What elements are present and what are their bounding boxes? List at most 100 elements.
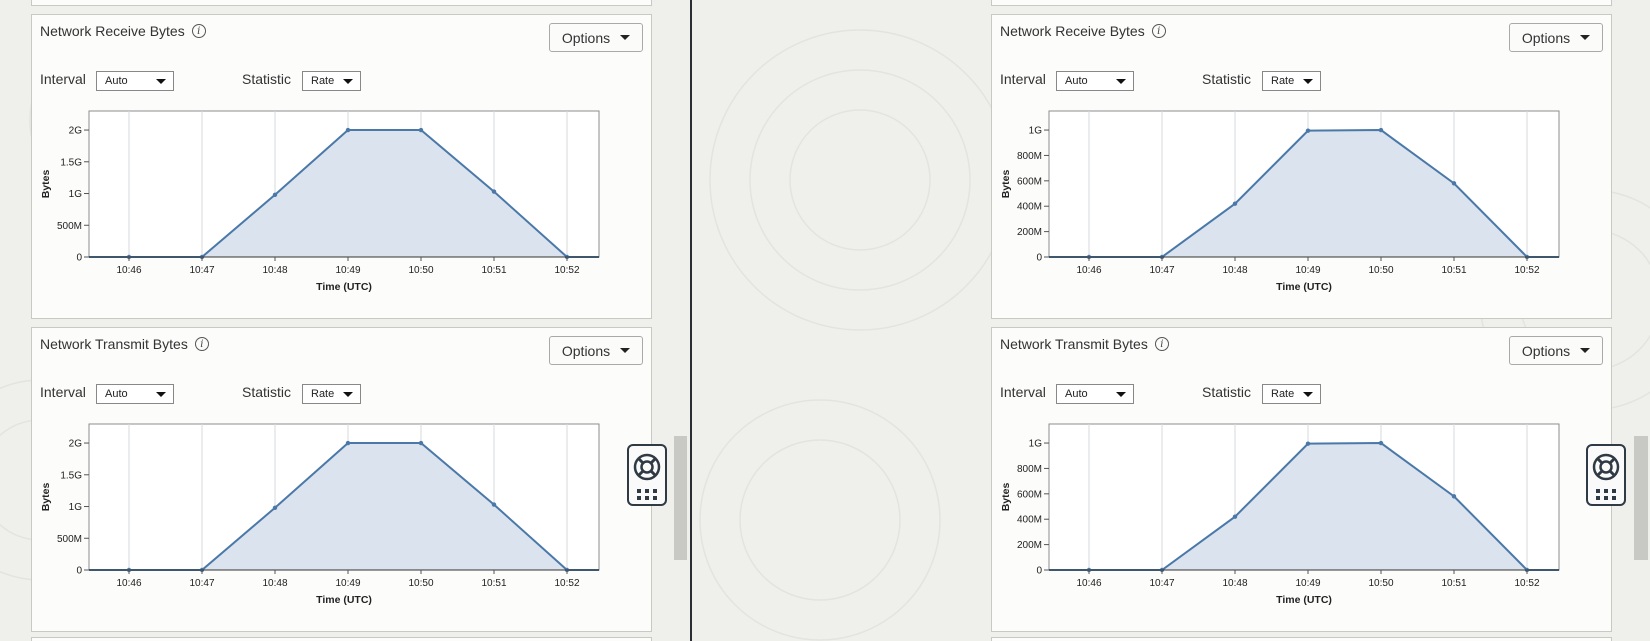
statistic-label: Statistic xyxy=(242,384,292,400)
panel-title-text: Network Receive Bytes xyxy=(1000,23,1145,39)
interval-select[interactable]: Auto xyxy=(1056,71,1134,91)
network-receive-bytes-chart: 0 200M 400M 600M 800M 1G 10:46 10:47 10:48 10:49 1… xyxy=(1000,110,1560,293)
statistic-select-value: Rate xyxy=(311,388,335,400)
x-axis-title: Time (UTC) xyxy=(316,281,372,293)
x-tick-label: 10:47 xyxy=(189,265,214,276)
y-tick-label: 200M xyxy=(1017,540,1042,551)
panel-network-transmit-bytes: Network Transmit Bytes i Options Interva… xyxy=(991,327,1612,632)
data-point xyxy=(1305,441,1311,446)
chevron-down-icon xyxy=(1303,79,1313,84)
data-point xyxy=(345,127,351,133)
info-icon[interactable]: i xyxy=(191,24,206,38)
chevron-down-icon xyxy=(1116,79,1126,84)
help-widget-icons xyxy=(633,453,661,500)
options-button[interactable]: Options xyxy=(1509,23,1603,52)
y-axis-title: Bytes xyxy=(1000,483,1012,512)
grid-dots-icon xyxy=(637,489,657,500)
data-point xyxy=(272,192,278,197)
x-tick-label: 10:47 xyxy=(189,578,214,589)
y-tick-label: 600M xyxy=(1017,176,1042,187)
next-panel-edge xyxy=(991,637,1612,641)
statistic-select[interactable]: Rate xyxy=(302,384,361,404)
panel-network-receive-bytes: Network Receive Bytes i Options Interval… xyxy=(31,14,652,319)
statistic-label: Statistic xyxy=(1202,384,1252,400)
x-tick-label: 10:49 xyxy=(1295,578,1320,589)
y-tick-label: 0 xyxy=(76,253,82,264)
options-button[interactable]: Options xyxy=(549,336,643,365)
chevron-down-icon xyxy=(1116,392,1126,397)
statistic-select[interactable]: Rate xyxy=(302,71,361,91)
panel-title-text: Network Transmit Bytes xyxy=(40,336,188,352)
interval-label: Interval xyxy=(1000,71,1046,87)
statistic-select[interactable]: Rate xyxy=(1262,71,1321,91)
options-button[interactable]: Options xyxy=(549,23,643,52)
panel-title: Network Receive Bytes i xyxy=(40,23,206,39)
x-axis-title: Time (UTC) xyxy=(1276,281,1332,293)
statistic-label: Statistic xyxy=(1202,71,1252,87)
data-point xyxy=(1378,127,1384,133)
data-point xyxy=(1451,181,1457,186)
right-pane: Network Receive Bytes i Options Interval… xyxy=(691,0,1650,641)
data-point xyxy=(1451,494,1457,499)
x-tick-label: 10:48 xyxy=(262,265,287,276)
x-tick-label: 10:47 xyxy=(1149,578,1174,589)
interval-select[interactable]: Auto xyxy=(1056,384,1134,404)
options-button-label: Options xyxy=(1521,29,1571,46)
y-tick-label: 500M xyxy=(57,221,82,232)
interval-select[interactable]: Auto xyxy=(96,384,174,404)
scrollbar-thumb[interactable] xyxy=(1634,436,1648,560)
panel-title-text: Network Transmit Bytes xyxy=(1000,336,1148,352)
x-axis-title: Time (UTC) xyxy=(316,594,372,606)
x-tick-label: 10:46 xyxy=(1076,578,1101,589)
interval-select-value: Auto xyxy=(1065,388,1088,400)
x-tick-label: 10:50 xyxy=(408,578,433,589)
y-tick-label: 200M xyxy=(1017,227,1042,238)
data-point xyxy=(491,189,497,194)
interval-label: Interval xyxy=(1000,384,1046,400)
y-tick-label: 0 xyxy=(1036,566,1042,577)
panel-title: Network Receive Bytes i xyxy=(1000,23,1166,39)
y-tick-label: 400M xyxy=(1017,202,1042,213)
panel-title: Network Transmit Bytes i xyxy=(40,336,209,352)
interval-select-value: Auto xyxy=(105,75,128,87)
scrollbar-thumb[interactable] xyxy=(674,436,687,560)
y-tick-label: 500M xyxy=(57,534,82,545)
y-tick-label: 800M xyxy=(1017,464,1042,475)
options-button-label: Options xyxy=(561,29,611,46)
x-tick-label: 10:49 xyxy=(1295,265,1320,276)
help-widget[interactable] xyxy=(1586,444,1626,506)
x-tick-label: 10:51 xyxy=(481,265,506,276)
data-point xyxy=(418,127,424,133)
data-point xyxy=(1232,514,1238,519)
info-icon[interactable]: i xyxy=(194,337,209,351)
statistic-select[interactable]: Rate xyxy=(1262,384,1321,404)
next-panel-edge xyxy=(31,637,652,641)
y-tick-label: 1G xyxy=(69,189,83,200)
chevron-down-icon xyxy=(156,79,166,84)
y-tick-label: 1G xyxy=(1029,126,1043,137)
x-tick-label: 10:50 xyxy=(1368,265,1393,276)
help-widget[interactable] xyxy=(627,444,667,506)
interval-select[interactable]: Auto xyxy=(96,71,174,91)
series-area xyxy=(1049,130,1559,257)
series-area xyxy=(89,443,599,570)
y-axis-title: Bytes xyxy=(1000,170,1012,199)
panel-title-text: Network Receive Bytes xyxy=(40,23,185,39)
info-icon[interactable]: i xyxy=(1151,24,1166,38)
x-tick-label: 10:52 xyxy=(554,578,579,589)
statistic-label: Statistic xyxy=(242,71,292,87)
pane-splitter[interactable] xyxy=(690,0,692,641)
x-tick-label: 10:49 xyxy=(335,578,360,589)
x-tick-label: 10:48 xyxy=(262,578,287,589)
options-button[interactable]: Options xyxy=(1509,336,1603,365)
info-icon[interactable]: i xyxy=(1154,337,1169,351)
y-axis-title: Bytes xyxy=(40,170,52,199)
previous-panel-edge xyxy=(991,0,1612,6)
previous-panel-edge xyxy=(31,0,652,6)
chevron-down-icon xyxy=(1303,392,1313,397)
data-point xyxy=(1232,201,1238,206)
data-point xyxy=(345,440,351,446)
left-pane: Network Receive Bytes i Options Interval… xyxy=(0,0,690,641)
y-tick-label: 2G xyxy=(69,126,83,137)
y-tick-label: 0 xyxy=(76,566,82,577)
